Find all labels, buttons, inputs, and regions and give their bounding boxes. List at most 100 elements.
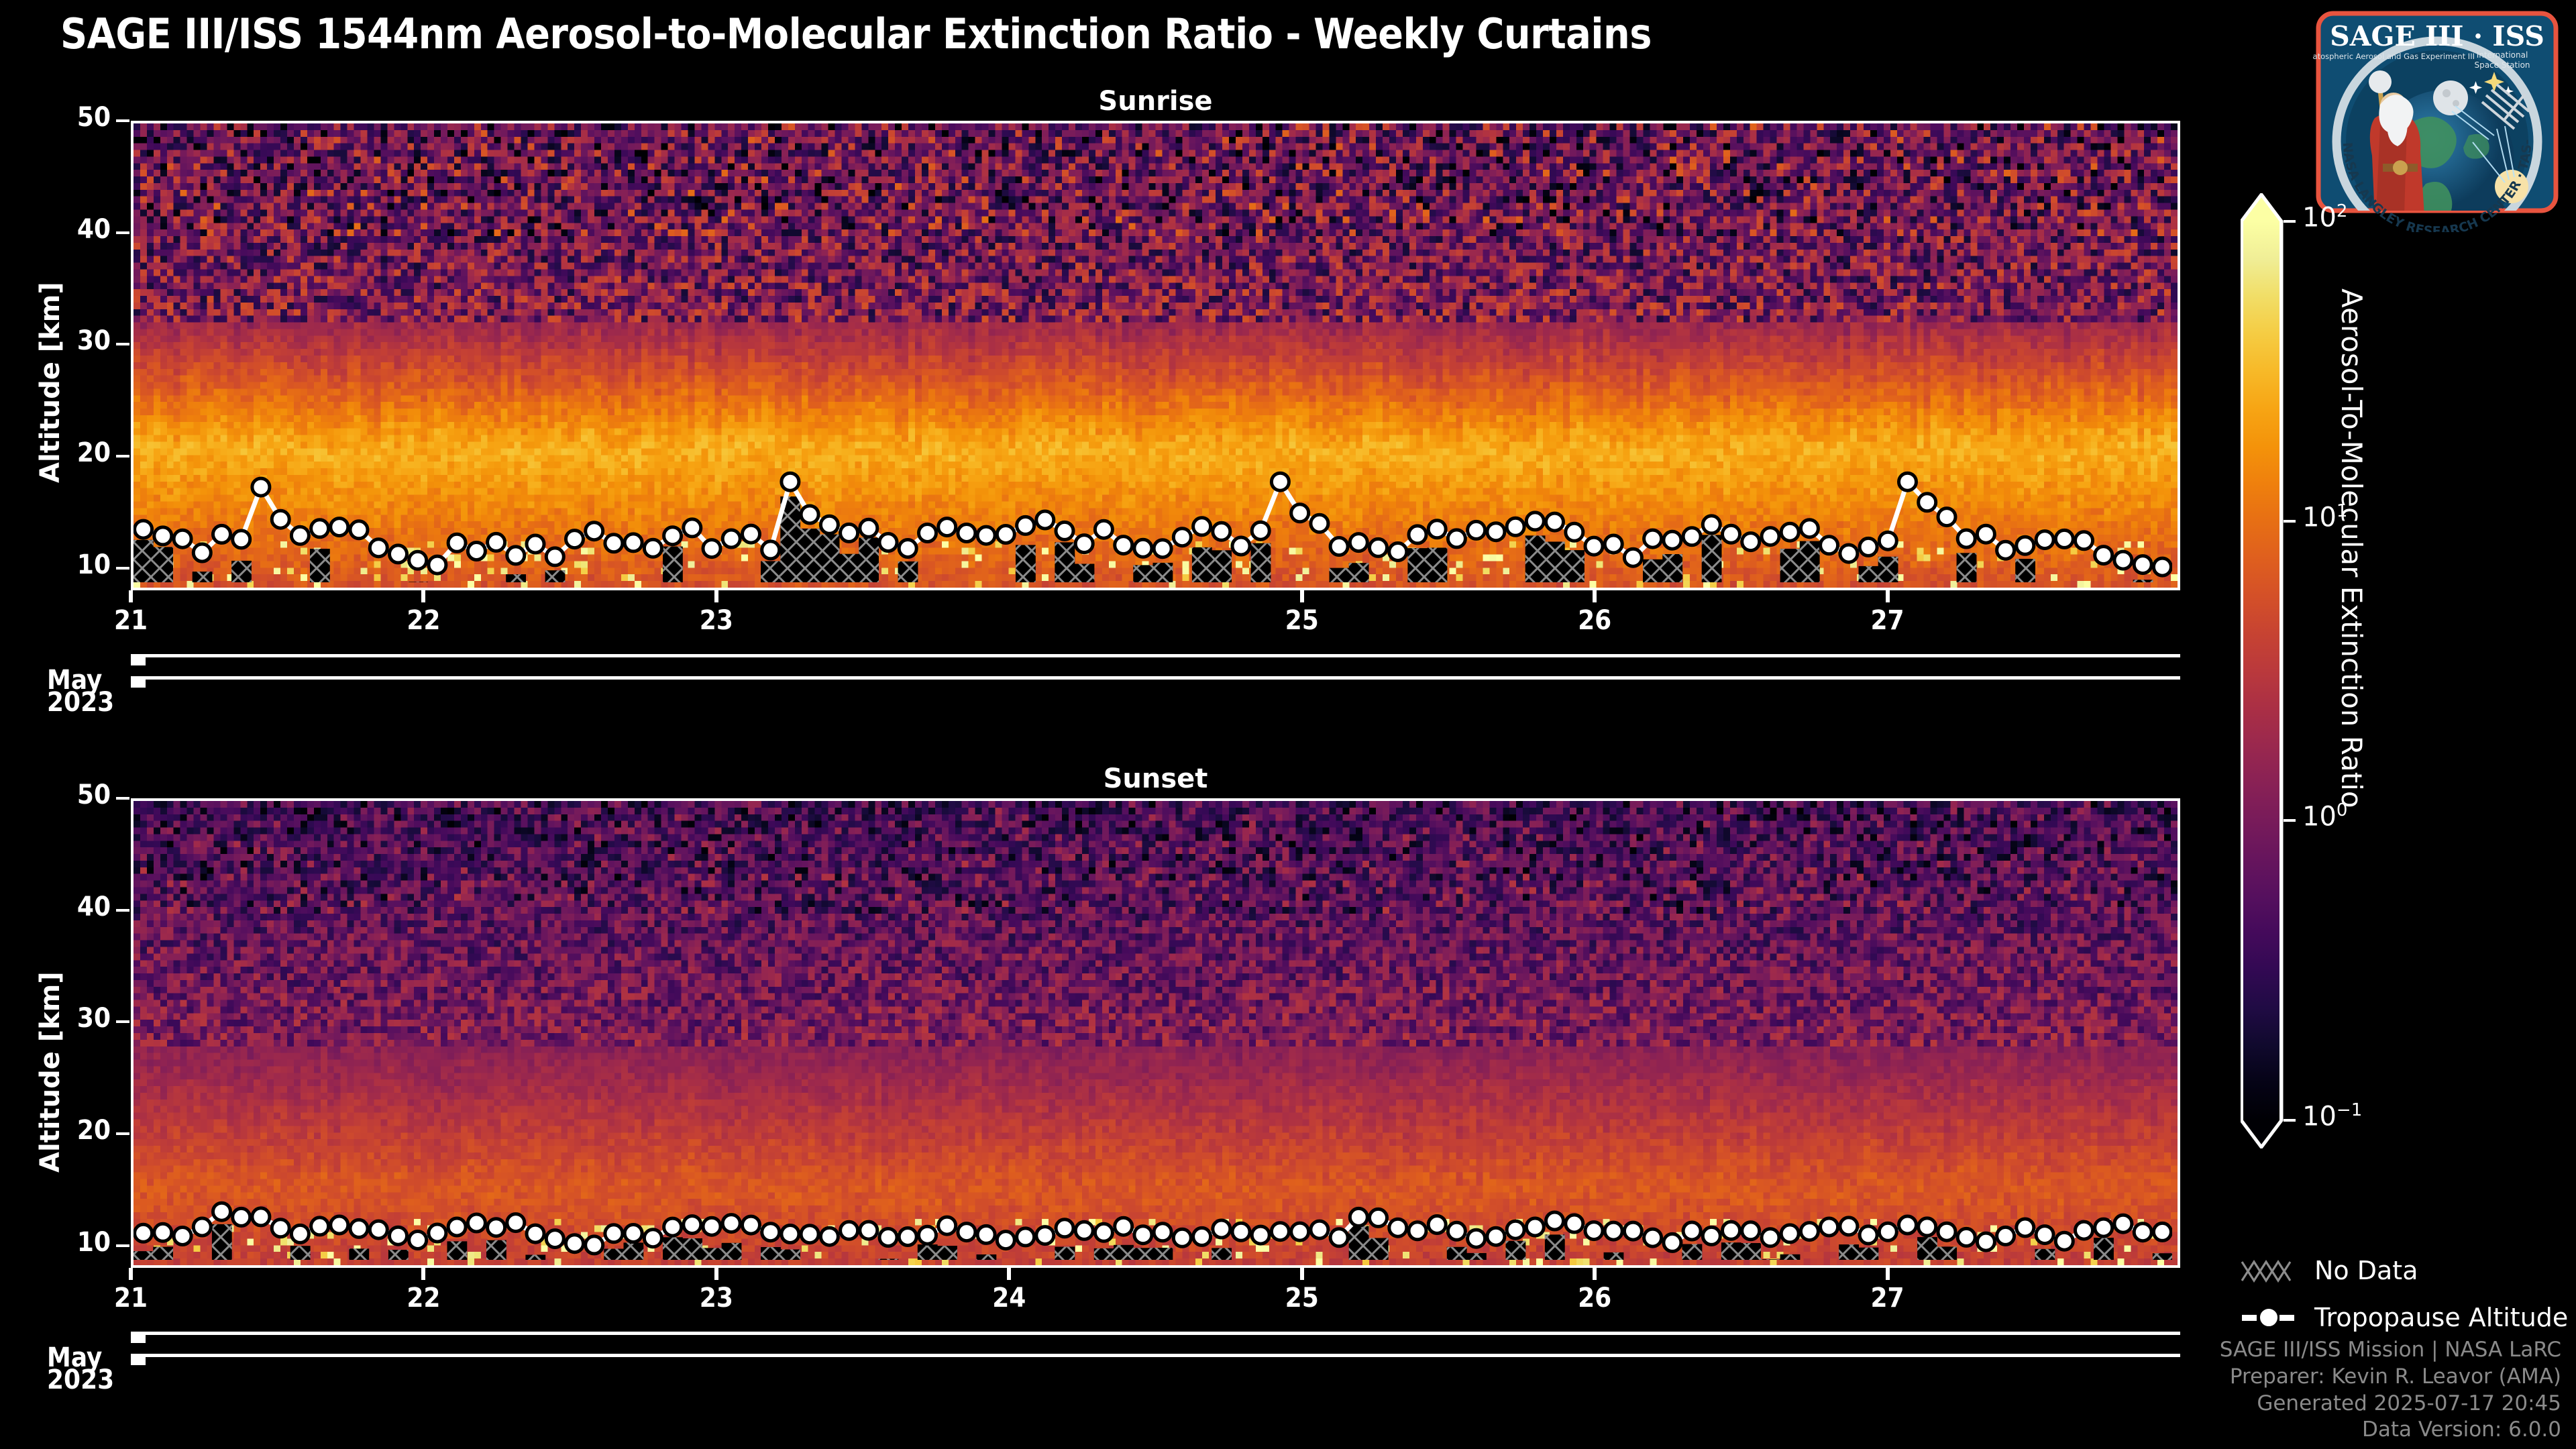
legend-label-no-data: No Data [2314,1256,2418,1285]
footer-line-dataversion: Data Version: 6.0.0 [2361,1417,2561,1442]
colorbar-gradient[interactable] [2241,221,2282,1120]
sunset-y-tick-50: 50 [76,780,111,810]
logo-subtitle-right-line2: Space Station [2474,60,2530,70]
tropopause-markers [133,471,2172,578]
sunrise-panel-title: Sunrise [1098,86,1213,117]
colorbar-tickmark-1e1 [2284,519,2296,523]
colorbar-tickmark-1e0 [2284,819,2296,822]
sunset-y-tickmark-30 [116,1020,129,1024]
sunset-x-tick-25: 25 [1285,1283,1319,1313]
sunrise-month-level-label: May [47,665,103,696]
sunset-x-tickmark-24 [1007,1268,1012,1280]
sunrise-y-tick-40: 40 [76,213,111,245]
sunset-month-level-label: May [47,1342,103,1373]
no-data-hatch-region [133,496,2153,582]
sunset-x-tick-27: 27 [1870,1283,1904,1313]
legend-item-tropopause[interactable]: Tropopause Altitude [2241,1303,2568,1332]
sunrise-x-tickmark-27 [1885,590,1890,602]
logo-svg: SAGE III · ISS Stratospheric Aerosol and… [2302,0,2559,239]
sunrise-y-tick-50: 50 [76,102,111,133]
sunrise-x-tick-22: 22 [407,605,441,636]
colorbar-extend-max-arrow [2241,195,2282,221]
sunset-month-level-nub [131,1332,146,1343]
sunrise-y-tick-30: 30 [76,325,111,357]
sunset-year-level-line [131,1354,2180,1357]
sunset-heatmap-raster [133,801,2178,1265]
legend-label-tropopause: Tropopause Altitude [2314,1303,2569,1332]
sunset-y-tick-40: 40 [76,891,111,922]
sunrise-year-level-line [131,676,2180,680]
tropopause-and-nodata-overlay [133,471,2172,582]
sunset-x-tickmark-21 [129,1268,133,1280]
sunset-y-tick-20: 20 [76,1115,111,1146]
sunrise-x-tick-26: 26 [1578,605,1612,636]
logo-title: SAGE III · ISS [2330,20,2544,52]
sunset-x-tick-22: 22 [407,1283,441,1313]
footer-line-generated: Generated 2025-07-17 20:45 [2257,1391,2561,1415]
sunset-x-tickmark-27 [1885,1268,1890,1280]
sunrise-x-tickmark-22 [421,590,426,602]
colorbar-extend-min-arrow [2241,1120,2282,1147]
sunset-y-tickmark-40 [116,908,129,912]
sunrise-y-tickmark-40 [116,231,129,234]
sunset-y-tickmark-20 [116,1132,129,1135]
sunset-panel-title: Sunset [1103,763,1208,794]
sunset-x-tickmark-26 [1593,1268,1597,1280]
colorbar-tick-label-1e2: 102 [2302,201,2348,233]
sunrise-heatmap-raster [133,123,2178,588]
sunset-y-tick-10: 10 [76,1226,111,1258]
sunset-x-tickmark-23 [714,1268,718,1280]
colorbar-tickmark-1e2 [2284,220,2296,223]
footer-line-preparer: Preparer: Kevin R. Leavor (AMA) [2229,1364,2561,1389]
footer-credits: SAGE III/ISS Mission | NASA LaRC Prepare… [2220,1337,2561,1444]
sunrise-year-level-nub [131,676,146,688]
sunrise-y-tickmark-20 [116,455,129,458]
sunset-heatmap-plot[interactable] [131,798,2180,1268]
sunrise-y-tick-10: 10 [76,549,111,580]
sunrise-year-level-label: 2023 [47,687,115,718]
sage-iii-iss-mission-logo: SAGE III · ISS Stratospheric Aerosol and… [2302,0,2561,239]
colorbar-tick-label-1e-1: 10−1 [2302,1100,2363,1132]
footer-line-mission: SAGE III/ISS Mission | NASA LaRC [2219,1338,2561,1362]
sunrise-y-tickmark-50 [116,119,129,122]
legend-item-no-data[interactable]: No Data [2241,1256,2418,1285]
sunset-year-level-label: 2023 [47,1364,115,1395]
sunrise-x-tick-25: 25 [1285,605,1319,636]
sunset-x-tick-26: 26 [1578,1283,1612,1313]
colorbar-tickmark-1e-1 [2284,1119,2296,1122]
sunset-x-tick-24: 24 [992,1283,1026,1313]
logo-subtitle-left: Stratospheric Aerosol and Gas Experiment… [2313,52,2475,61]
sunrise-x-tick-23: 23 [699,605,733,636]
sunrise-month-level-line [131,654,2180,657]
sunset-month-level-line [131,1332,2180,1335]
sunset-year-level-nub [131,1354,146,1365]
colorbar-tick-label-1e0: 100 [2302,800,2348,833]
logo-subtitle-right-line1: International [2477,50,2528,60]
tropopause-markers [133,1201,2172,1256]
sunrise-x-tick-21: 21 [113,605,148,636]
sunrise-y-tickmark-30 [116,343,129,346]
no-data-swatch [2241,1260,2292,1283]
sunrise-x-tickmark-25 [1299,590,1304,602]
sunrise-x-tick-27: 27 [1870,605,1904,636]
sunset-x-tickmark-25 [1299,1268,1304,1280]
sunrise-y-tick-20: 20 [76,437,111,468]
page-title: SAGE III/ISS 1544nm Aerosol-to-Molecular… [60,9,1652,58]
sunset-x-tick-23: 23 [699,1283,733,1313]
sunset-x-tickmark-22 [421,1268,426,1280]
sunrise-heatmap-plot[interactable] [131,121,2180,590]
sunrise-y-tickmark-10 [116,566,129,570]
tropopause-and-nodata-overlay [133,1201,2172,1260]
tropopause-swatch [2242,1307,2294,1328]
sunrise-x-tickmark-26 [1593,590,1597,602]
colorbar-tick-label-1e1: 101 [2302,500,2348,533]
no-data-hatch-region [133,1224,2172,1260]
sunrise-x-tickmark-21 [129,590,133,602]
sunset-x-tick-21: 21 [113,1283,148,1313]
sunrise-month-level-nub [131,654,146,665]
tropopause-line [142,476,2163,570]
colorbar[interactable]: 102 101 100 10−1 [2241,193,2362,1148]
sunset-y-tickmark-10 [116,1244,129,1247]
sunset-y-tickmark-50 [116,797,129,800]
sunrise-x-tickmark-23 [714,590,718,602]
